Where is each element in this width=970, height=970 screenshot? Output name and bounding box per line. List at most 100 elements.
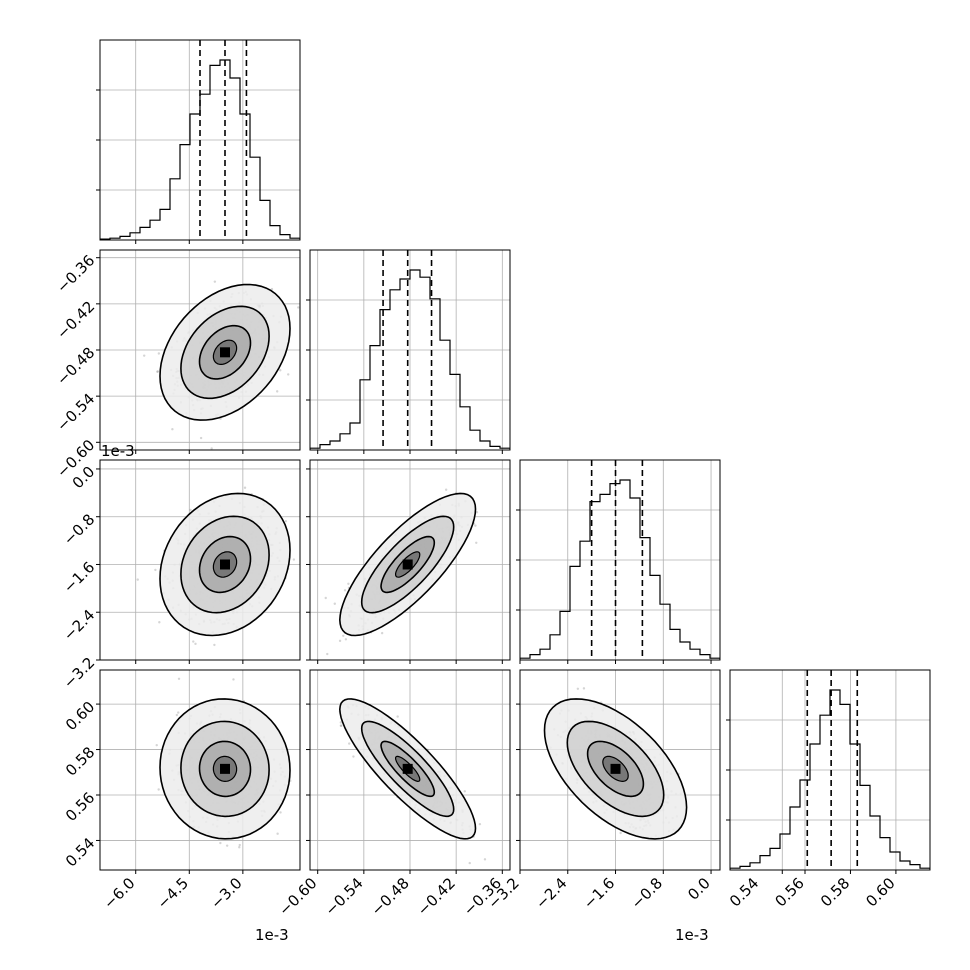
scatter-point	[510, 871, 512, 873]
y-tick-label: −0.48	[53, 344, 98, 389]
y-tick-label: −0.54	[53, 390, 98, 435]
y-tick-label: −0.42	[53, 297, 98, 342]
density-peak	[220, 347, 230, 358]
scatter-point	[213, 643, 216, 647]
x-tick-label: −4.5	[154, 874, 192, 912]
scatter-point	[348, 742, 351, 745]
panel-content	[142, 280, 300, 450]
scatter-point	[339, 721, 343, 724]
scatter-point	[199, 436, 203, 440]
density-peak	[402, 559, 413, 570]
scatter-point	[297, 306, 300, 309]
scatter-point	[189, 508, 192, 512]
scatter-point	[156, 370, 160, 373]
scatter-point	[344, 638, 348, 641]
scatter-point	[192, 640, 195, 643]
x-tick-label: −6.0	[100, 874, 138, 912]
x-tick-label: 0.0	[684, 874, 714, 904]
histogram-step-1	[310, 269, 510, 450]
offset-label-x-col0: 1e-3	[255, 926, 289, 944]
scatter-point	[287, 373, 290, 376]
density-peak	[220, 763, 230, 774]
scatter-point	[213, 280, 217, 283]
panel-3-2: −3.2 −2.4 −1.6 −0.8 0.0	[484, 669, 721, 913]
scatter-point	[343, 589, 347, 592]
x-tick-label: −0.54	[321, 874, 366, 919]
panel-1-1	[306, 249, 511, 454]
scatter-point	[475, 541, 478, 544]
scatter-point	[279, 369, 282, 372]
scatter-point	[158, 621, 161, 624]
y-tick-label: −0.36	[53, 251, 98, 296]
panel-frame	[519, 669, 721, 871]
scatter-point	[238, 843, 241, 847]
scatter-point	[177, 711, 180, 714]
scatter-point	[156, 370, 159, 373]
panel-content	[520, 460, 720, 660]
scatter-point	[619, 831, 622, 835]
scatter-point	[171, 428, 174, 431]
panel-3-3: 0.54 0.56 0.58 0.60	[726, 669, 931, 910]
histogram-step-3	[730, 689, 930, 870]
scatter-point	[157, 788, 160, 791]
x-tick-label: −0.42	[414, 874, 459, 919]
scatter-point	[576, 687, 580, 690]
scatter-point	[326, 652, 329, 656]
panel-1-0: −0.60−0.54−0.48−0.42−0.36	[53, 249, 301, 481]
scatter-point	[300, 794, 302, 796]
scatter-point	[270, 287, 274, 291]
density-peak	[610, 763, 621, 774]
scatter-point	[338, 639, 342, 643]
panel-content	[338, 698, 512, 873]
panel-content	[310, 250, 510, 450]
scatter-point	[136, 578, 139, 581]
panel-content	[543, 687, 688, 840]
scatter-point	[396, 715, 399, 718]
scatter-point	[284, 520, 288, 523]
x-tick-label: −3.0	[207, 874, 245, 912]
scatter-point	[339, 724, 343, 727]
panel-3-0: −6.0 −4.5 −3.0 0.54 0.56 0.58 0.60	[62, 669, 302, 913]
y-tick-label: 0.60	[62, 698, 98, 734]
scatter-point	[175, 713, 179, 717]
scatter-point	[275, 390, 279, 393]
scatter-point	[463, 790, 466, 793]
y-tick-label: −0.8	[60, 510, 98, 548]
scatter-point	[352, 755, 355, 758]
scatter-point	[342, 634, 345, 637]
panel-3-1: −0.60 −0.54 −0.48 −0.42 −0.36	[275, 669, 512, 919]
scatter-point	[225, 844, 229, 847]
density-peak	[402, 763, 413, 774]
offset-label-y-row2: 1e-3	[101, 442, 135, 460]
x-tick-label: −0.60	[275, 874, 320, 919]
panel-2-0: −3.2−2.4−1.6−0.80.0	[60, 459, 301, 692]
scatter-point	[333, 602, 336, 605]
scatter-point	[279, 811, 282, 814]
corner-panels: −0.60−0.54−0.48−0.42−0.36−3.2−2.4−1.6−0.…	[53, 39, 931, 919]
panel-content	[155, 677, 302, 849]
scatter-point	[276, 832, 279, 835]
y-tick-label: 0.58	[62, 743, 98, 779]
panel-content	[730, 670, 930, 870]
scatter-point	[340, 724, 343, 727]
x-tick-label: −1.6	[580, 874, 618, 912]
scatter-point	[154, 568, 157, 572]
y-tick-label: −3.2	[60, 654, 98, 692]
offset-label-x-col2: 1e-3	[675, 926, 709, 944]
y-tick-label: 0.56	[62, 789, 98, 825]
scatter-point	[483, 858, 487, 861]
density-peak	[220, 559, 230, 570]
y-tick-label: −1.6	[60, 558, 98, 596]
panel-0-0	[96, 39, 301, 244]
scatter-point	[142, 354, 146, 357]
scatter-point	[324, 596, 327, 600]
scatter-point	[468, 861, 471, 865]
scatter-point	[474, 524, 477, 527]
panel-frame	[99, 459, 301, 661]
scatter-point	[475, 511, 479, 514]
scatter-point	[347, 582, 350, 586]
scatter-point	[219, 841, 222, 845]
scatter-point	[157, 352, 161, 355]
scatter-point	[232, 678, 235, 681]
